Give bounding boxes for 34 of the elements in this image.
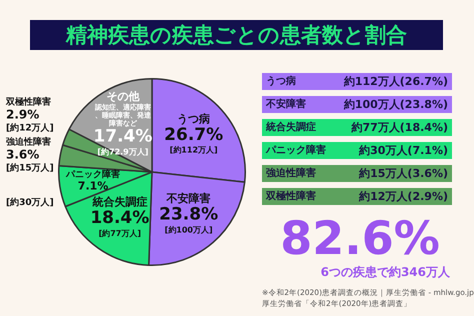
category-label: 強迫性障害 bbox=[266, 168, 316, 179]
text: [約112万人] bbox=[170, 146, 218, 155]
text: 約112万人(26.7%) bbox=[344, 74, 448, 90]
slice-label: うつ病 bbox=[266, 74, 296, 89]
slice-label: その他 bbox=[106, 90, 140, 104]
text: [約30万人] bbox=[6, 198, 54, 208]
text: [約15万人] bbox=[6, 164, 54, 174]
data-label: 26.7% bbox=[164, 125, 224, 146]
slice-label: 不安障害 bbox=[166, 192, 211, 206]
text: 約77万人(18.4%) bbox=[351, 120, 448, 136]
category-label: パニック障害 bbox=[266, 145, 326, 156]
data-label: 23.8% bbox=[159, 204, 218, 225]
slice-label: うつ病 bbox=[177, 112, 210, 126]
data-label: 7.1% bbox=[78, 180, 108, 193]
category-label: 双極性障害 bbox=[266, 191, 316, 202]
text: 82.6% bbox=[279, 211, 441, 265]
text: [約100万人] bbox=[164, 225, 213, 234]
category-label: 統合失調症 bbox=[266, 122, 316, 133]
slice-label: パニック障害 bbox=[65, 169, 120, 180]
text: 約15万人(3.6%) bbox=[359, 166, 448, 182]
chart-title: 精神疾患の疾患ごとの患者数と割合 bbox=[30, 20, 443, 50]
text: [約77万人] bbox=[98, 228, 142, 238]
text: 約100万人(23.8%) bbox=[344, 97, 448, 113]
slice-label: 強迫性障害 bbox=[6, 136, 51, 148]
data-label: 3.6% bbox=[6, 147, 40, 162]
category-label: 不安障害 bbox=[266, 99, 306, 110]
data-label: 18.4% bbox=[90, 208, 150, 228]
slice-label: 双極性障害 bbox=[5, 96, 51, 108]
data-label: 2.9% bbox=[6, 107, 40, 122]
text: 6つの疾患で約346万人 bbox=[320, 264, 450, 281]
text: 約30万人(7.1%) bbox=[359, 143, 448, 159]
text: [約12万人] bbox=[6, 124, 54, 134]
slice-label: 統合失調症 bbox=[91, 196, 148, 209]
text: 約12万人(2.9%) bbox=[359, 189, 448, 205]
